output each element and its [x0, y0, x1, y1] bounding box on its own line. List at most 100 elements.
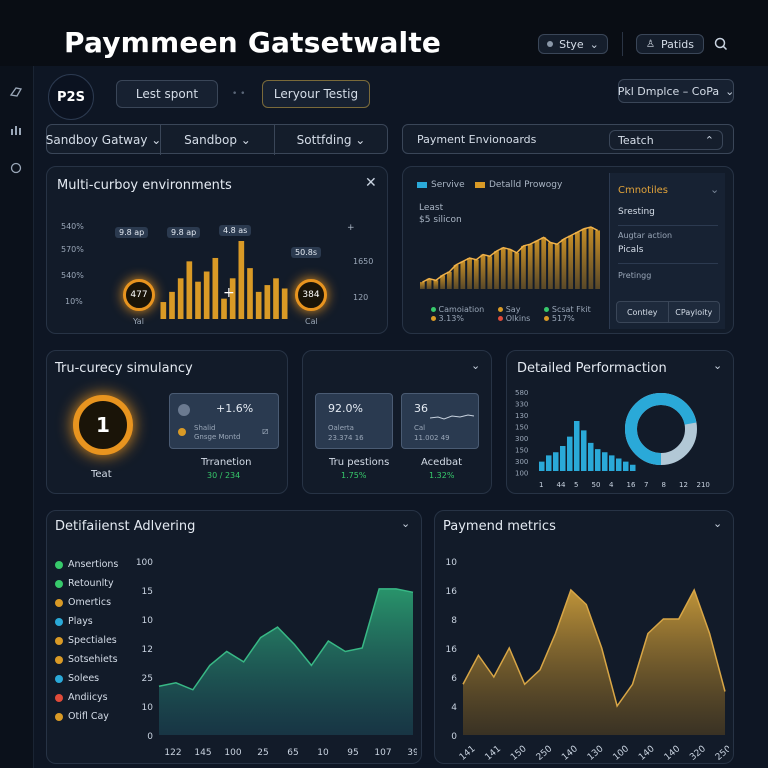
bar	[229, 278, 236, 319]
y-tick-label: 580	[515, 389, 528, 397]
sparkline	[430, 414, 474, 420]
right-ring-label: Cal	[305, 317, 318, 326]
bar	[581, 228, 587, 289]
bar	[480, 254, 486, 289]
tru-pestions-panel: ⌄ 92.0% Oalerta 23.374 16 36 Cal 11.002 …	[302, 350, 492, 494]
bar	[595, 230, 600, 289]
bar	[514, 252, 520, 289]
legend-label: Solees	[68, 673, 100, 684]
bar	[602, 452, 608, 471]
style-dropdown[interactable]: Stye ⌄	[538, 34, 608, 54]
stat-card: 36 Cal 11.002 49	[401, 393, 479, 449]
side-menu-item[interactable]: Pretingg	[618, 271, 652, 280]
caption-value: 30 / 234	[207, 471, 241, 480]
bar	[247, 268, 253, 319]
chevron-down-icon: ⌄	[589, 37, 599, 51]
environments-select[interactable]: Teatch ⌃	[609, 130, 723, 150]
y-tick-label: 8	[451, 616, 457, 626]
chevron-down-icon[interactable]: ⌄	[710, 183, 720, 196]
x-tick-label: 140	[560, 744, 580, 763]
x-tick-label: 320	[688, 744, 708, 763]
y-tick-label: 0	[451, 732, 457, 742]
logo-text: P2S	[57, 89, 85, 105]
left-ring: 477	[123, 279, 155, 311]
circle-icon[interactable]	[9, 160, 25, 174]
bar	[630, 464, 636, 471]
performance-chart: 580 330 130 150 300 150 300 100 1 44 5 50 4 16 7 8 12 210	[515, 389, 710, 489]
legend-label: Retounlty	[68, 578, 114, 589]
left-ring-value: 477	[130, 290, 148, 300]
side-menu: Cmnotiles ⌄ Sresting Augtar action Pical…	[609, 173, 725, 329]
tab-sandbop[interactable]: Sandbop ⌄	[161, 125, 275, 155]
side-menu-item[interactable]: Picals	[618, 245, 718, 264]
side-menu-buttons: Contley CPayloity	[616, 301, 720, 323]
tab-sandboy-gatway[interactable]: Sandboy Gatway ⌄	[46, 125, 161, 155]
legend-dot	[55, 655, 63, 664]
legend-dot	[55, 617, 63, 626]
layers-icon[interactable]	[9, 84, 25, 98]
bar	[546, 455, 552, 471]
patids-button[interactable]: ♙ Patids	[636, 34, 704, 54]
y-tick-label: 130	[515, 412, 528, 420]
y-tick-label: 6	[451, 674, 457, 684]
bar	[473, 259, 479, 289]
chevron-down-icon[interactable]: ⌄	[713, 517, 723, 530]
bar	[581, 430, 587, 471]
area-chart-panel: Servive Detalld Prowogy Least $5 silicon…	[402, 166, 734, 334]
badge: 50.8s	[291, 247, 321, 258]
chevron-down-icon[interactable]: ⌄	[471, 359, 481, 372]
side-menu-item[interactable]: Augtar action	[618, 231, 673, 240]
bar	[169, 291, 175, 319]
close-icon[interactable]: ✕	[365, 175, 377, 191]
caption-value: 1.32%	[429, 471, 455, 480]
legend-dot	[55, 560, 63, 569]
divider	[622, 32, 623, 56]
legend-item: Ansertions	[55, 555, 145, 574]
x-tick-label: 150	[509, 744, 529, 763]
style-label: Stye	[559, 37, 584, 51]
legend-item: Omertics	[55, 593, 145, 612]
legend-dot	[55, 693, 63, 702]
x-tick-label: 140	[637, 744, 657, 763]
legend-label: Andiicys	[68, 692, 108, 703]
chevron-down-icon[interactable]: ⌄	[401, 517, 411, 530]
bar	[588, 442, 594, 471]
area-fill	[463, 590, 725, 735]
x-tick-label: 130	[586, 744, 606, 763]
chevron-down-icon[interactable]: ⌄	[713, 359, 723, 372]
x-tick-label: 8	[662, 481, 666, 489]
cpayloity-button[interactable]: CPayloity	[675, 307, 713, 317]
legend-label: Plays	[68, 616, 93, 627]
x-tick-label: 140	[663, 744, 683, 763]
y-tick-label: 100	[136, 558, 153, 568]
search-icon[interactable]	[712, 35, 730, 53]
stats-row: Camoiation 3.13% Say Olkins Scsat Fkit 5…	[431, 305, 591, 323]
left-ring-label: Yal	[133, 317, 144, 326]
x-tick-label: 7	[644, 481, 648, 489]
bar-chart-icon[interactable]	[9, 122, 25, 136]
bar	[560, 446, 566, 471]
x-tick-label: 44	[557, 481, 566, 489]
environments-label: Payment Envionoards	[417, 133, 537, 146]
y-tick-label: 12	[142, 645, 153, 655]
bar	[554, 244, 560, 289]
tru-ring-value: 1	[96, 413, 110, 437]
bar	[433, 280, 439, 289]
bar	[553, 452, 559, 471]
environment-dropdown[interactable]: Pkl Dmplce – CoPa ⌄	[618, 79, 734, 103]
y-tick-label: 10	[142, 616, 154, 626]
bar	[203, 271, 210, 319]
y-tick-label: 300	[515, 435, 528, 443]
lest-spont-button[interactable]: Lest spont	[116, 80, 218, 108]
expand-icon[interactable]: ⧄	[262, 426, 269, 437]
swap-icon: • •	[232, 89, 246, 99]
tab-sottfding[interactable]: Sottfding ⌄	[296, 133, 366, 147]
side-menu-item[interactable]: Sresting	[618, 207, 718, 226]
y-tick-label: 25	[142, 674, 153, 684]
environments-bar: Payment Envionoards Teatch ⌃	[402, 124, 734, 154]
y-tick-label: 10	[142, 703, 154, 713]
least-label: Least	[419, 203, 444, 213]
layout-testing-button[interactable]: Leryour Testig	[262, 80, 370, 108]
contley-button[interactable]: Contley	[617, 302, 669, 322]
